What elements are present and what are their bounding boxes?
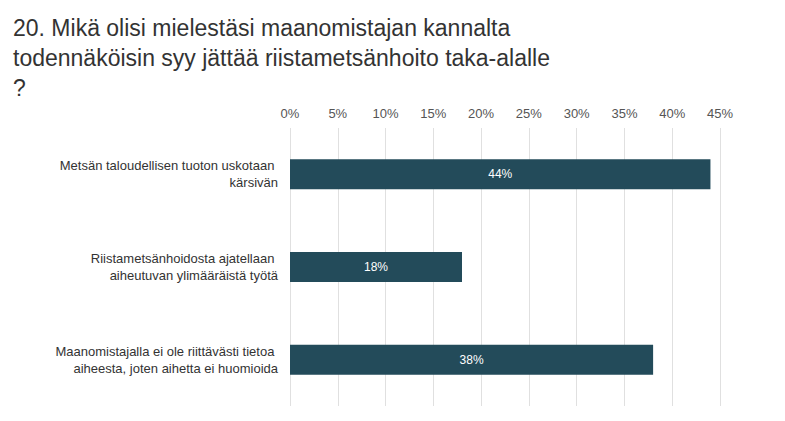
svg-text:35%: 35% (611, 106, 637, 121)
svg-text:todennäköisin syy jättää riist: todennäköisin syy jättää riistametsänhoi… (13, 45, 550, 71)
svg-text:5%: 5% (328, 106, 347, 121)
svg-text:?: ? (13, 75, 26, 101)
svg-text:aiheesta, joten aihetta ei huo: aiheesta, joten aihetta ei huomioida (73, 361, 278, 376)
svg-text:38%: 38% (460, 353, 484, 367)
svg-text:kärsivän: kärsivän (230, 175, 278, 190)
svg-text:15%: 15% (420, 106, 446, 121)
svg-text:10%: 10% (373, 106, 399, 121)
svg-text:25%: 25% (516, 106, 542, 121)
svg-text:45%: 45% (707, 106, 733, 121)
svg-text:Riistametsänhoidosta ajatellaa: Riistametsänhoidosta ajatellaan (91, 251, 278, 266)
svg-text:Metsän taloudellisen tuoton us: Metsän taloudellisen tuoton uskotaan (60, 158, 278, 173)
svg-text:20%: 20% (468, 106, 494, 121)
svg-text:20. Mikä olisi mielestäsi maan: 20. Mikä olisi mielestäsi maanomistajan … (13, 15, 517, 41)
svg-text:aiheutuvan ylimääräistä työtä: aiheutuvan ylimääräistä työtä (110, 268, 279, 283)
svg-text:44%: 44% (488, 167, 512, 181)
svg-text:0%: 0% (281, 106, 300, 121)
svg-text:18%: 18% (364, 260, 388, 274)
svg-text:40%: 40% (659, 106, 685, 121)
svg-text:Maanomistajalla ei ole riittäv: Maanomistajalla ei ole riittävästi tieto… (55, 344, 278, 359)
svg-text:30%: 30% (564, 106, 590, 121)
